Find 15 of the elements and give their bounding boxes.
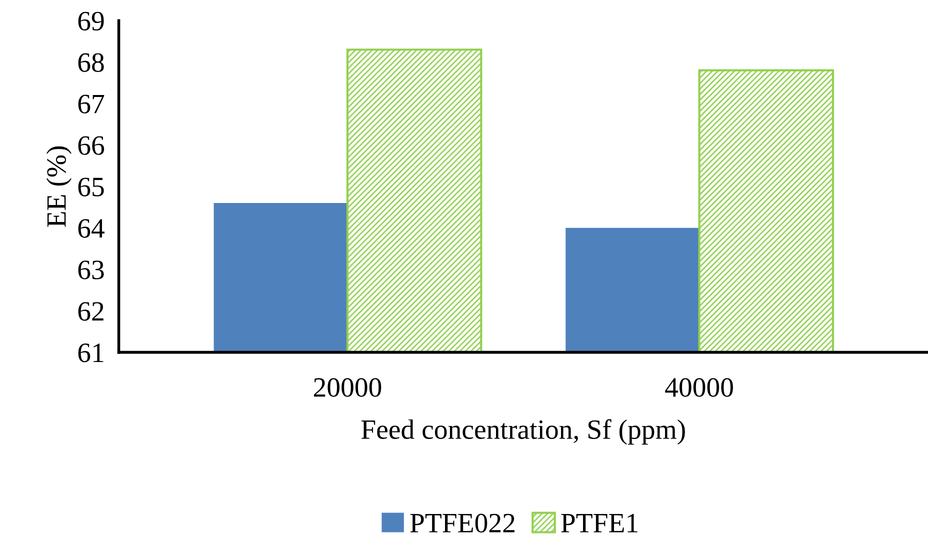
y-tick-label: 69: [78, 12, 104, 31]
y-tick-label: 64: [78, 219, 104, 238]
legend-label: PTFE022: [410, 514, 514, 533]
y-axis-title: EE (%): [46, 146, 72, 227]
x-tick-label: 40000: [665, 378, 733, 397]
x-axis-title: Feed concentration, Sf (ppm): [361, 419, 685, 445]
y-tick-label: 62: [78, 302, 104, 321]
y-tick-label: 61: [78, 344, 104, 362]
x-tick-label: 20000: [314, 378, 382, 397]
y-tick-label: 66: [78, 136, 104, 155]
y-tick-label: 65: [78, 178, 104, 196]
y-tick-label: 67: [78, 94, 104, 114]
legend-label: PTFE1: [561, 514, 638, 532]
y-tick-label: 63: [78, 260, 104, 280]
y-tick-label: 68: [78, 53, 104, 72]
